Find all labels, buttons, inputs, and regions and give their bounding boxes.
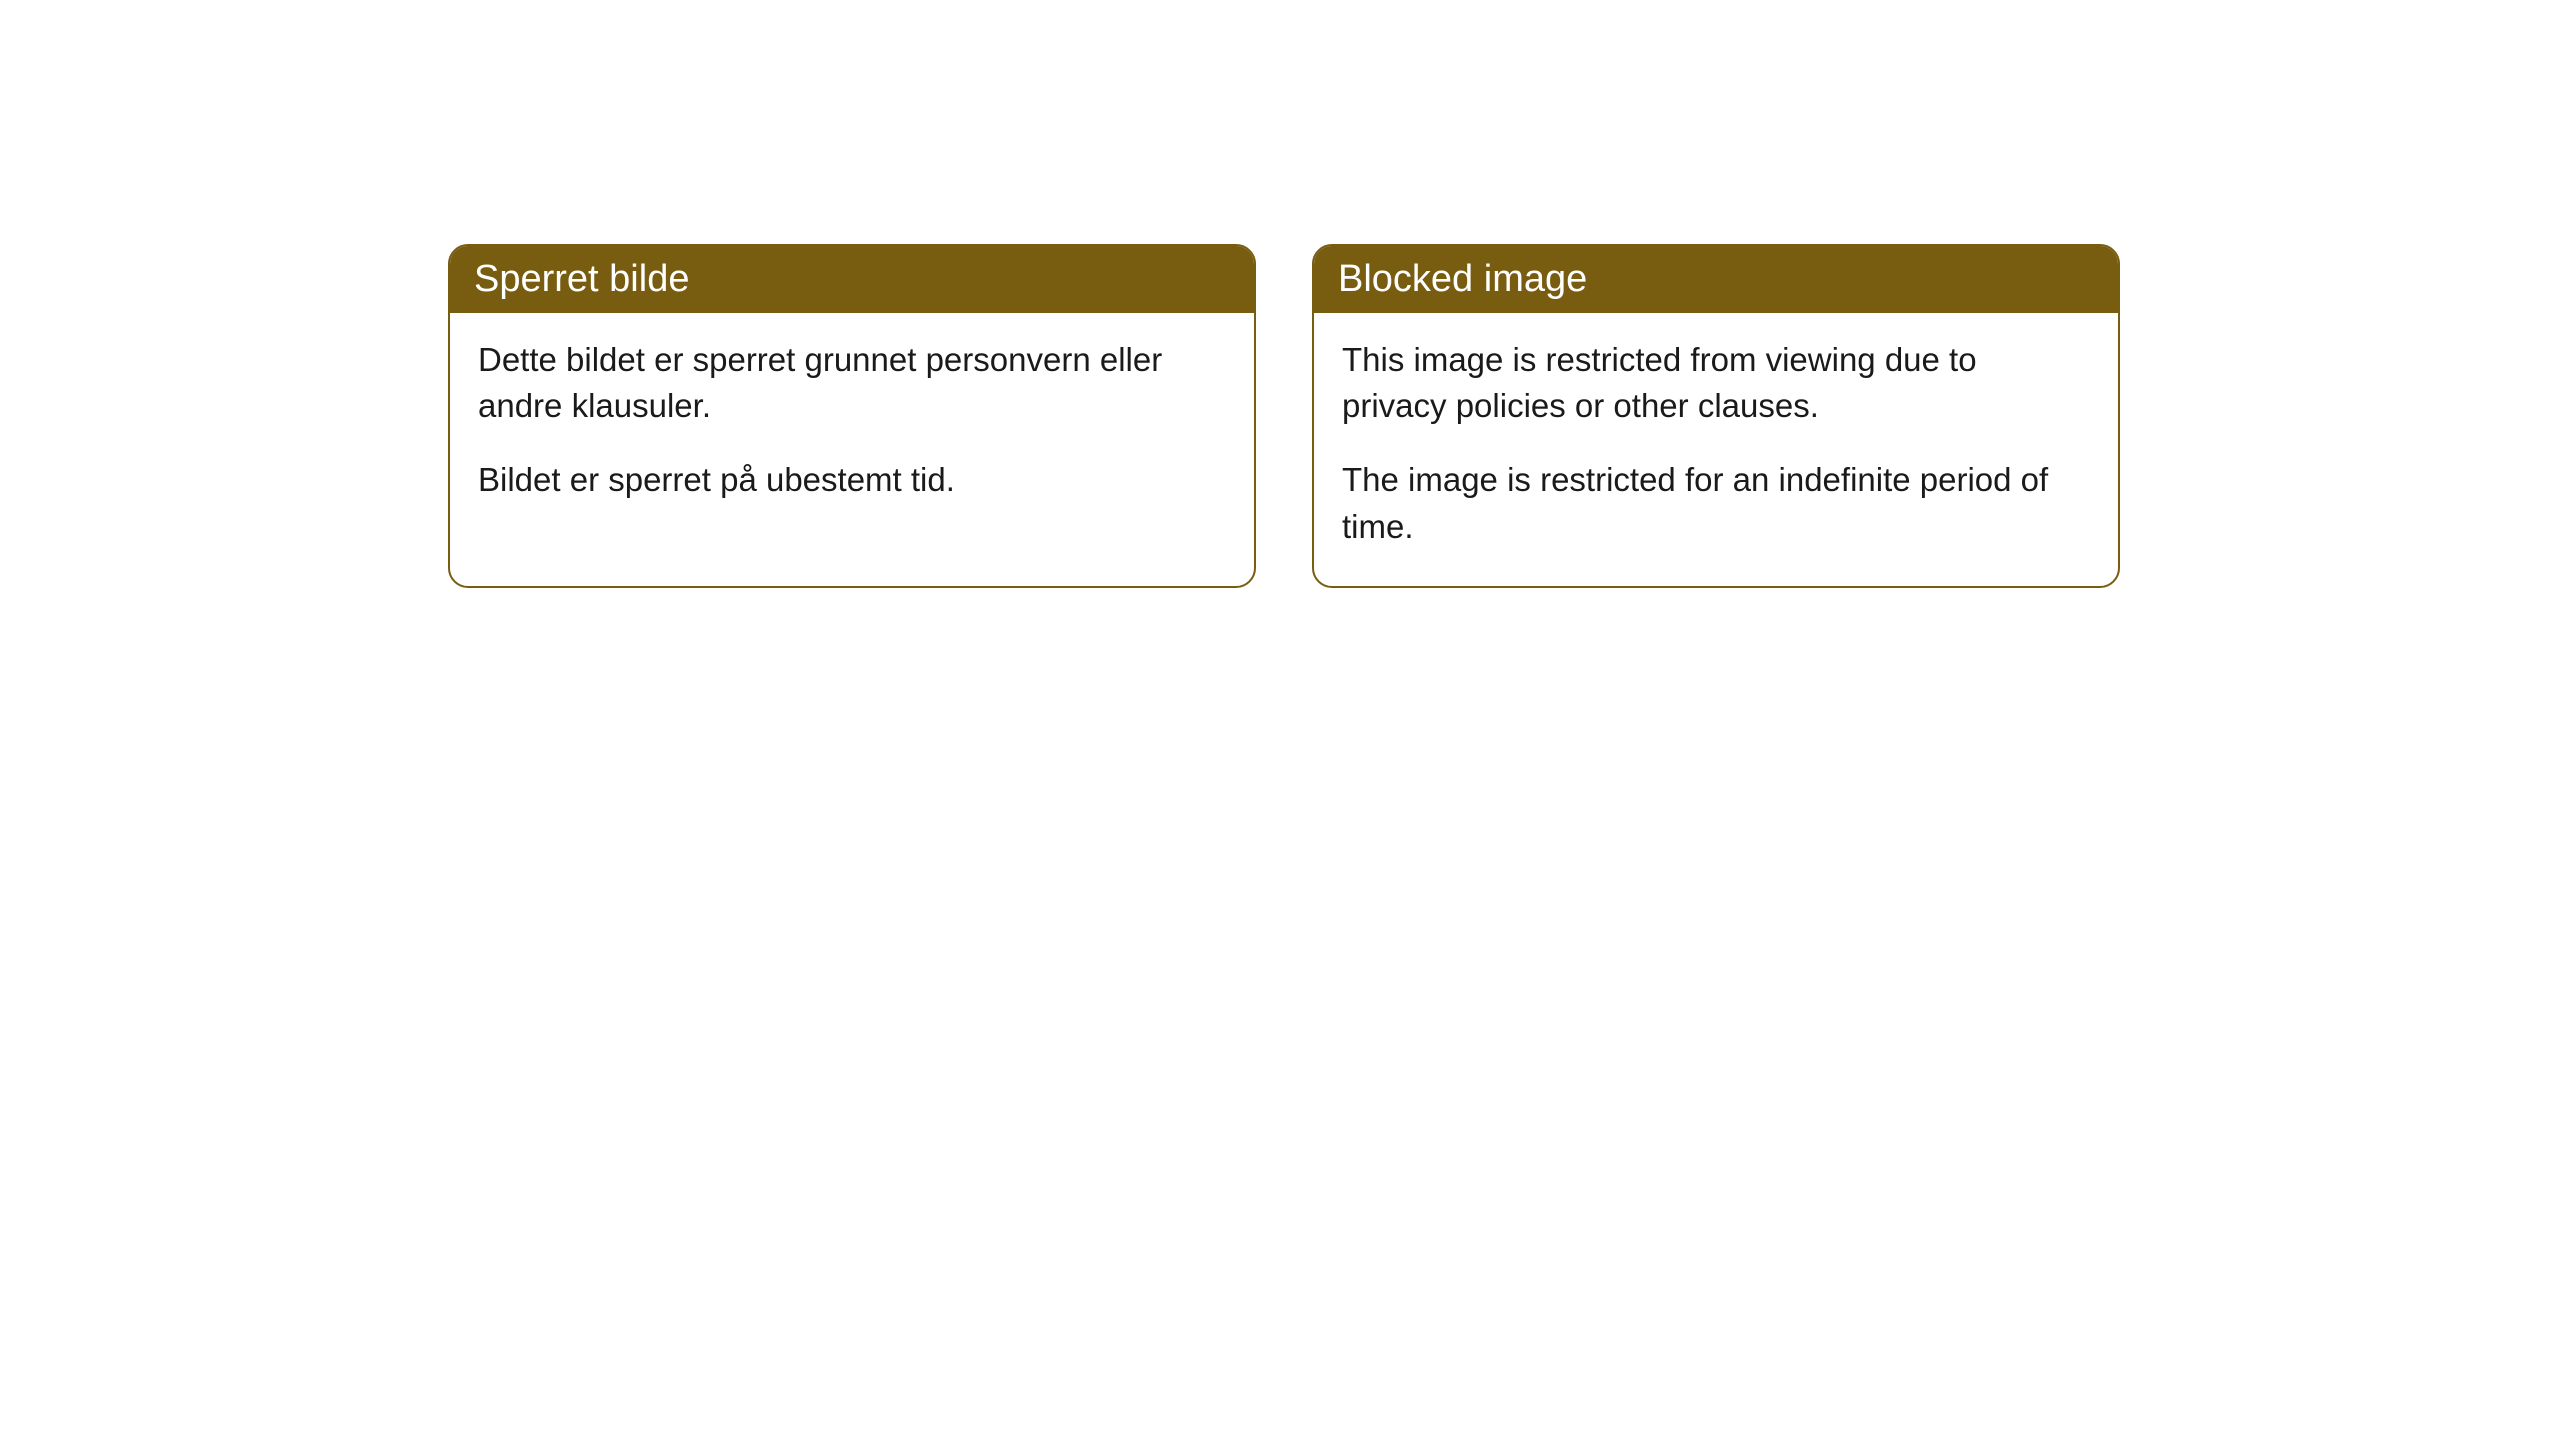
card-header: Sperret bilde — [450, 246, 1254, 313]
card-paragraph-1: Dette bildet er sperret grunnet personve… — [478, 337, 1226, 429]
blocked-image-card-norwegian: Sperret bilde Dette bildet er sperret gr… — [448, 244, 1256, 588]
card-header: Blocked image — [1314, 246, 2118, 313]
card-title: Blocked image — [1338, 258, 1587, 300]
card-title: Sperret bilde — [474, 258, 689, 300]
card-body: This image is restricted from viewing du… — [1314, 313, 2118, 586]
card-paragraph-2: The image is restricted for an indefinit… — [1342, 457, 2090, 549]
card-paragraph-2: Bildet er sperret på ubestemt tid. — [478, 457, 1226, 503]
card-body: Dette bildet er sperret grunnet personve… — [450, 313, 1254, 540]
blocked-image-card-english: Blocked image This image is restricted f… — [1312, 244, 2120, 588]
card-paragraph-1: This image is restricted from viewing du… — [1342, 337, 2090, 429]
cards-container: Sperret bilde Dette bildet er sperret gr… — [0, 0, 2560, 588]
